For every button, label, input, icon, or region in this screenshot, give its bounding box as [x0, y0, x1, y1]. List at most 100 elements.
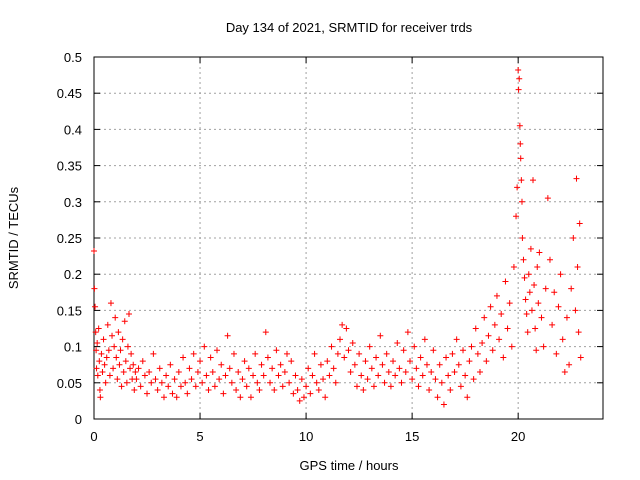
- data-point: [294, 387, 301, 394]
- data-point: [436, 361, 443, 368]
- data-point: [538, 314, 545, 321]
- data-point: [334, 350, 341, 357]
- data-point: [264, 354, 271, 361]
- data-point: [235, 368, 242, 375]
- data-point: [290, 390, 297, 397]
- x-tick-label: 0: [90, 429, 97, 444]
- data-point: [517, 155, 524, 162]
- y-tick-label: 0.15: [57, 303, 82, 318]
- data-point: [110, 365, 117, 372]
- data-point: [298, 376, 305, 383]
- data-point: [96, 387, 103, 394]
- data-point: [93, 347, 100, 354]
- y-tick-label: 0.3: [64, 195, 82, 210]
- data-point: [519, 235, 526, 241]
- data-point: [489, 347, 496, 354]
- data-point: [549, 321, 556, 328]
- data-point: [438, 379, 445, 386]
- data-point: [573, 175, 580, 182]
- data-point: [137, 383, 144, 390]
- data-point: [241, 358, 248, 365]
- data-point: [114, 376, 121, 383]
- data-point: [98, 350, 105, 357]
- y-tick-label: 0.25: [57, 231, 82, 246]
- data-point: [566, 361, 573, 368]
- data-point: [430, 347, 437, 354]
- data-point: [173, 394, 180, 401]
- data-point: [130, 361, 137, 368]
- data-point: [160, 394, 167, 401]
- data-point: [167, 361, 174, 368]
- data-point: [394, 339, 401, 346]
- data-point: [100, 336, 107, 343]
- data-point: [341, 354, 348, 361]
- data-point: [531, 282, 538, 289]
- data-point: [296, 397, 303, 404]
- data-point: [506, 300, 513, 307]
- data-point: [197, 358, 204, 365]
- y-tick-label: 0.1: [64, 340, 82, 355]
- data-point: [283, 350, 290, 357]
- data-point: [207, 354, 214, 361]
- data-point: [466, 358, 473, 365]
- data-point: [493, 292, 500, 299]
- data-point: [171, 376, 178, 383]
- data-point: [313, 379, 320, 386]
- data-point: [337, 336, 344, 343]
- data-point: [518, 198, 525, 205]
- data-point: [546, 256, 553, 263]
- data-point: [156, 365, 163, 372]
- data-point: [330, 365, 337, 372]
- data-point: [190, 350, 197, 357]
- data-point: [520, 256, 527, 263]
- data-point: [133, 376, 140, 383]
- data-point: [182, 379, 189, 386]
- x-tick-label: 20: [511, 429, 525, 444]
- data-point: [515, 86, 522, 93]
- data-point: [577, 354, 584, 361]
- data-point: [535, 300, 542, 307]
- data-point: [118, 383, 125, 390]
- data-point: [222, 372, 229, 379]
- data-point: [383, 350, 390, 357]
- data-point: [345, 347, 352, 354]
- data-point: [502, 278, 509, 285]
- data-point: [462, 372, 469, 379]
- data-point: [218, 361, 225, 368]
- data-point: [230, 350, 237, 357]
- data-point: [109, 332, 116, 339]
- data-point: [279, 383, 286, 390]
- data-point: [254, 379, 261, 386]
- data-point: [177, 383, 184, 390]
- data-point: [404, 329, 411, 336]
- data-point: [277, 361, 284, 368]
- data-point: [315, 387, 322, 394]
- data-point: [423, 361, 430, 368]
- data-point: [362, 358, 369, 365]
- data-point: [300, 394, 307, 401]
- data-point: [201, 343, 208, 350]
- data-point: [343, 325, 350, 332]
- data-point: [379, 361, 386, 368]
- data-point: [449, 350, 456, 357]
- data-point: [551, 289, 558, 296]
- data-point: [192, 383, 199, 390]
- data-point: [252, 350, 259, 357]
- data-point: [102, 379, 109, 386]
- data-point: [504, 325, 511, 332]
- data-point: [163, 372, 170, 379]
- data-point: [421, 336, 428, 343]
- data-point: [267, 379, 274, 386]
- data-point: [260, 372, 267, 379]
- y-tick-label: 0.5: [64, 50, 82, 65]
- data-point: [305, 365, 312, 372]
- data-point: [557, 271, 564, 278]
- data-point: [121, 318, 128, 325]
- data-point: [317, 361, 324, 368]
- data-point: [125, 311, 132, 318]
- data-point: [148, 379, 155, 386]
- data-point: [91, 248, 97, 255]
- data-point: [542, 285, 549, 292]
- data-point: [481, 314, 488, 321]
- data-point: [243, 383, 250, 390]
